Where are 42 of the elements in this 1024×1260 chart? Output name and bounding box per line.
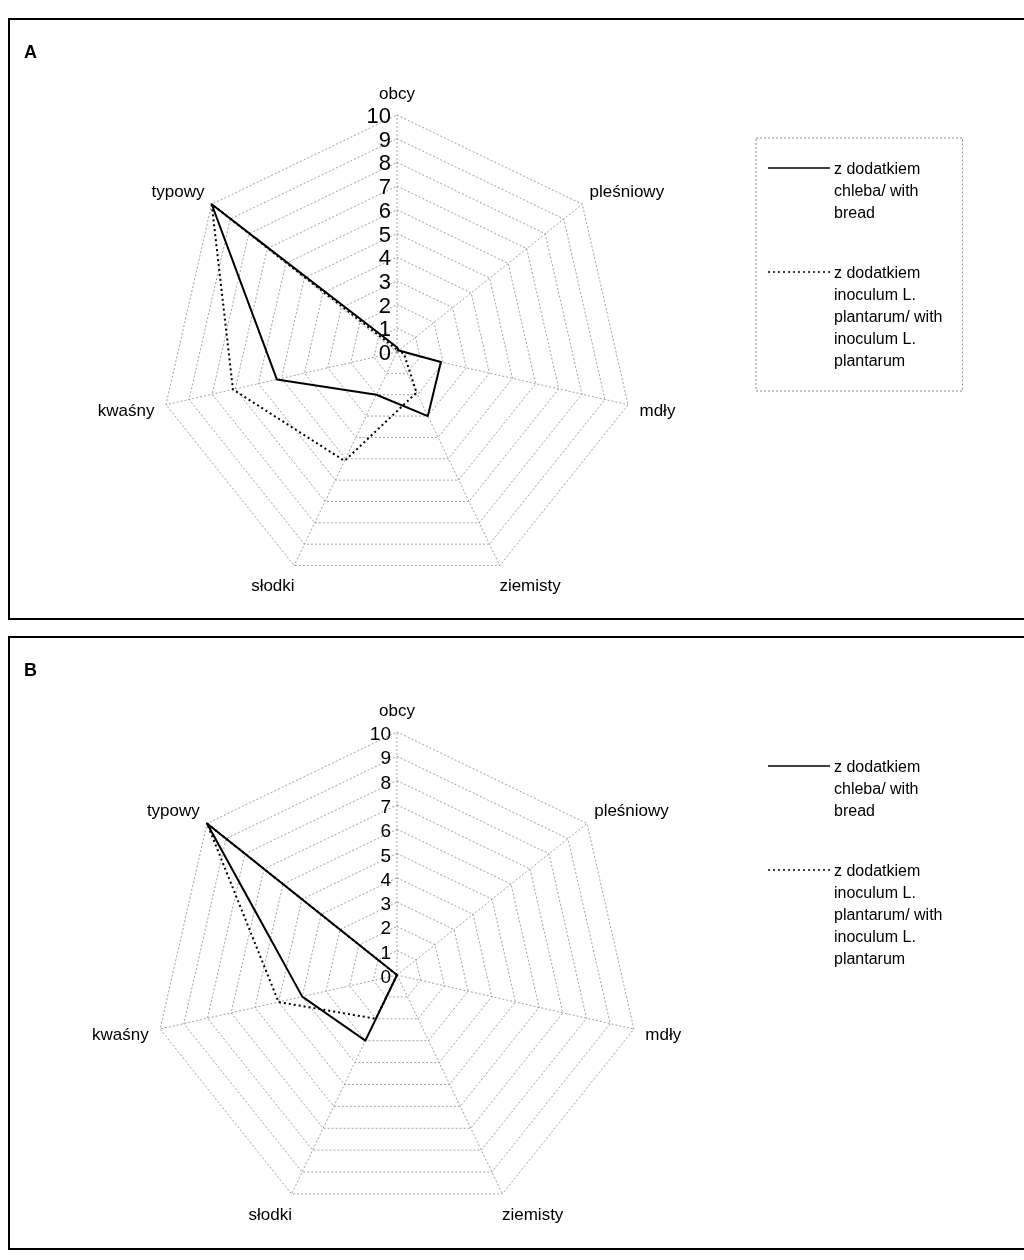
y-tick-label: 3	[380, 893, 391, 915]
y-tick-label: 7	[378, 174, 391, 200]
y-tick-label: 5	[380, 844, 391, 866]
y-tick-label: 9	[380, 747, 391, 769]
y-tick-label: 6	[378, 197, 391, 223]
legend-label: z dodatkiem inoculum L. plantarum/ with inoculum L. plantarum	[834, 264, 943, 369]
spoke-label: pleśniowy	[589, 181, 665, 201]
y-tick-label: 0	[380, 966, 391, 987]
spoke-label: obcy	[379, 701, 416, 720]
y-tick-label: 1	[380, 941, 391, 963]
y-tick-label: 4	[380, 868, 392, 890]
y-tick-label: 8	[380, 771, 391, 793]
spoke-label: kwaśny	[91, 1024, 150, 1044]
y-tick-label: 5	[378, 221, 391, 247]
spoke-label: typowy	[151, 181, 205, 201]
spoke-label: słodki	[251, 576, 295, 596]
spoke-label: ziemisty	[501, 1204, 564, 1224]
spoke-label: kwaśny	[97, 400, 155, 420]
legend-label: z dodatkiem chleba/ with bread	[834, 160, 921, 221]
y-tick-label: 2	[378, 292, 391, 318]
legend-label: z dodatkiem inoculum L. plantarum/ with inoculum L. plantarum	[834, 862, 943, 967]
y-tick-label: 3	[378, 268, 391, 294]
spoke-label: ziemisty	[499, 576, 562, 596]
y-tick-label: 7	[380, 795, 391, 817]
y-tick-label: 0	[378, 340, 391, 365]
legend-label: z dodatkiem chleba/ with bread	[834, 758, 921, 819]
y-tick-label: 2	[380, 917, 391, 939]
spoke-label: mdły	[645, 1024, 682, 1044]
spoke-label: mdły	[639, 400, 676, 420]
y-tick-label: 4	[378, 245, 391, 271]
y-tick-label: 10	[366, 103, 391, 128]
y-tick-label: 9	[378, 126, 391, 152]
chart-title: B	[24, 660, 37, 680]
y-tick-label: 10	[369, 723, 391, 744]
spoke-label: pleśniowy	[594, 800, 670, 820]
spoke-label: obcy	[379, 84, 416, 103]
spoke-label: słodki	[248, 1204, 293, 1224]
y-tick-label: 1	[378, 316, 391, 342]
spoke-label: typowy	[146, 800, 201, 820]
chart-title: A	[24, 42, 37, 62]
y-tick-label: 6	[380, 820, 391, 842]
y-tick-label: 8	[378, 150, 391, 176]
